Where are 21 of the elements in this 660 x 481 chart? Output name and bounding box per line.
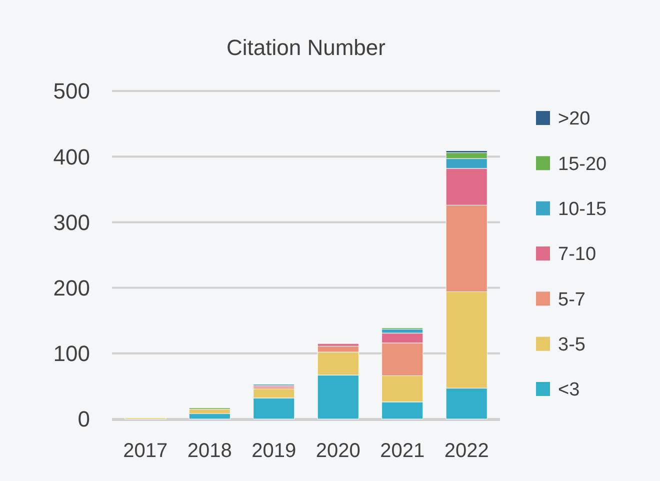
legend-label: 3-5 <box>558 334 586 356</box>
x-tick-label: 2022 <box>444 440 489 462</box>
y-tick-label: 0 <box>78 406 90 432</box>
y-tick-label: 100 <box>53 341 90 366</box>
legend-label: 5-7 <box>558 289 586 310</box>
legend-label: 10-15 <box>558 198 607 220</box>
legend-label: 15-20 <box>558 154 607 175</box>
x-tick-label: 2020 <box>316 440 360 462</box>
legend-label: <3 <box>558 380 580 401</box>
chart-title: Citation Number <box>226 35 386 60</box>
x-tick-label: 2021 <box>380 440 425 462</box>
y-tick-label: 200 <box>53 276 90 300</box>
legend-label: 7-10 <box>558 244 596 266</box>
y-tick-label: 500 <box>53 78 90 104</box>
x-tick-label: 2019 <box>252 440 296 462</box>
y-tick-label: 300 <box>53 210 90 235</box>
x-tick-label: 2017 <box>123 440 168 462</box>
x-tick-label: 2018 <box>187 440 232 462</box>
y-tick-label: 400 <box>53 144 90 170</box>
bar <box>188 414 230 420</box>
legend-label: >20 <box>558 108 590 130</box>
